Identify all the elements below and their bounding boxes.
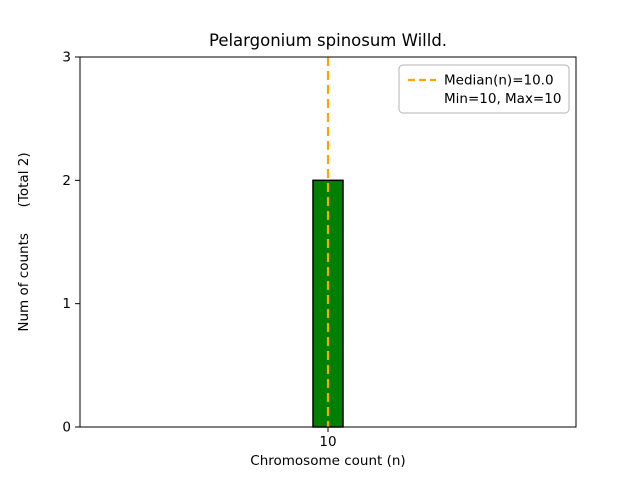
y-tick-label: 0 [62, 420, 71, 436]
y-axis-label: Num of counts (Total 2) [16, 152, 32, 331]
x-axis-label: Chromosome count (n) [250, 453, 405, 469]
legend-label-minmax: Min=10, Max=10 [444, 91, 561, 107]
legend-label-median: Median(n)=10.0 [444, 73, 554, 89]
chart-title: Pelargonium spinosum Willd. [209, 31, 447, 50]
y-tick-label: 2 [62, 173, 71, 189]
legend: Median(n)=10.0 Min=10, Max=10 [398, 64, 570, 114]
plot-area: 0 1 2 3 10 [62, 50, 577, 450]
x-tick-label: 10 [319, 434, 336, 450]
y-tick-label: 1 [62, 296, 71, 312]
legend-box [398, 64, 570, 114]
y-tick-label: 3 [62, 50, 71, 66]
